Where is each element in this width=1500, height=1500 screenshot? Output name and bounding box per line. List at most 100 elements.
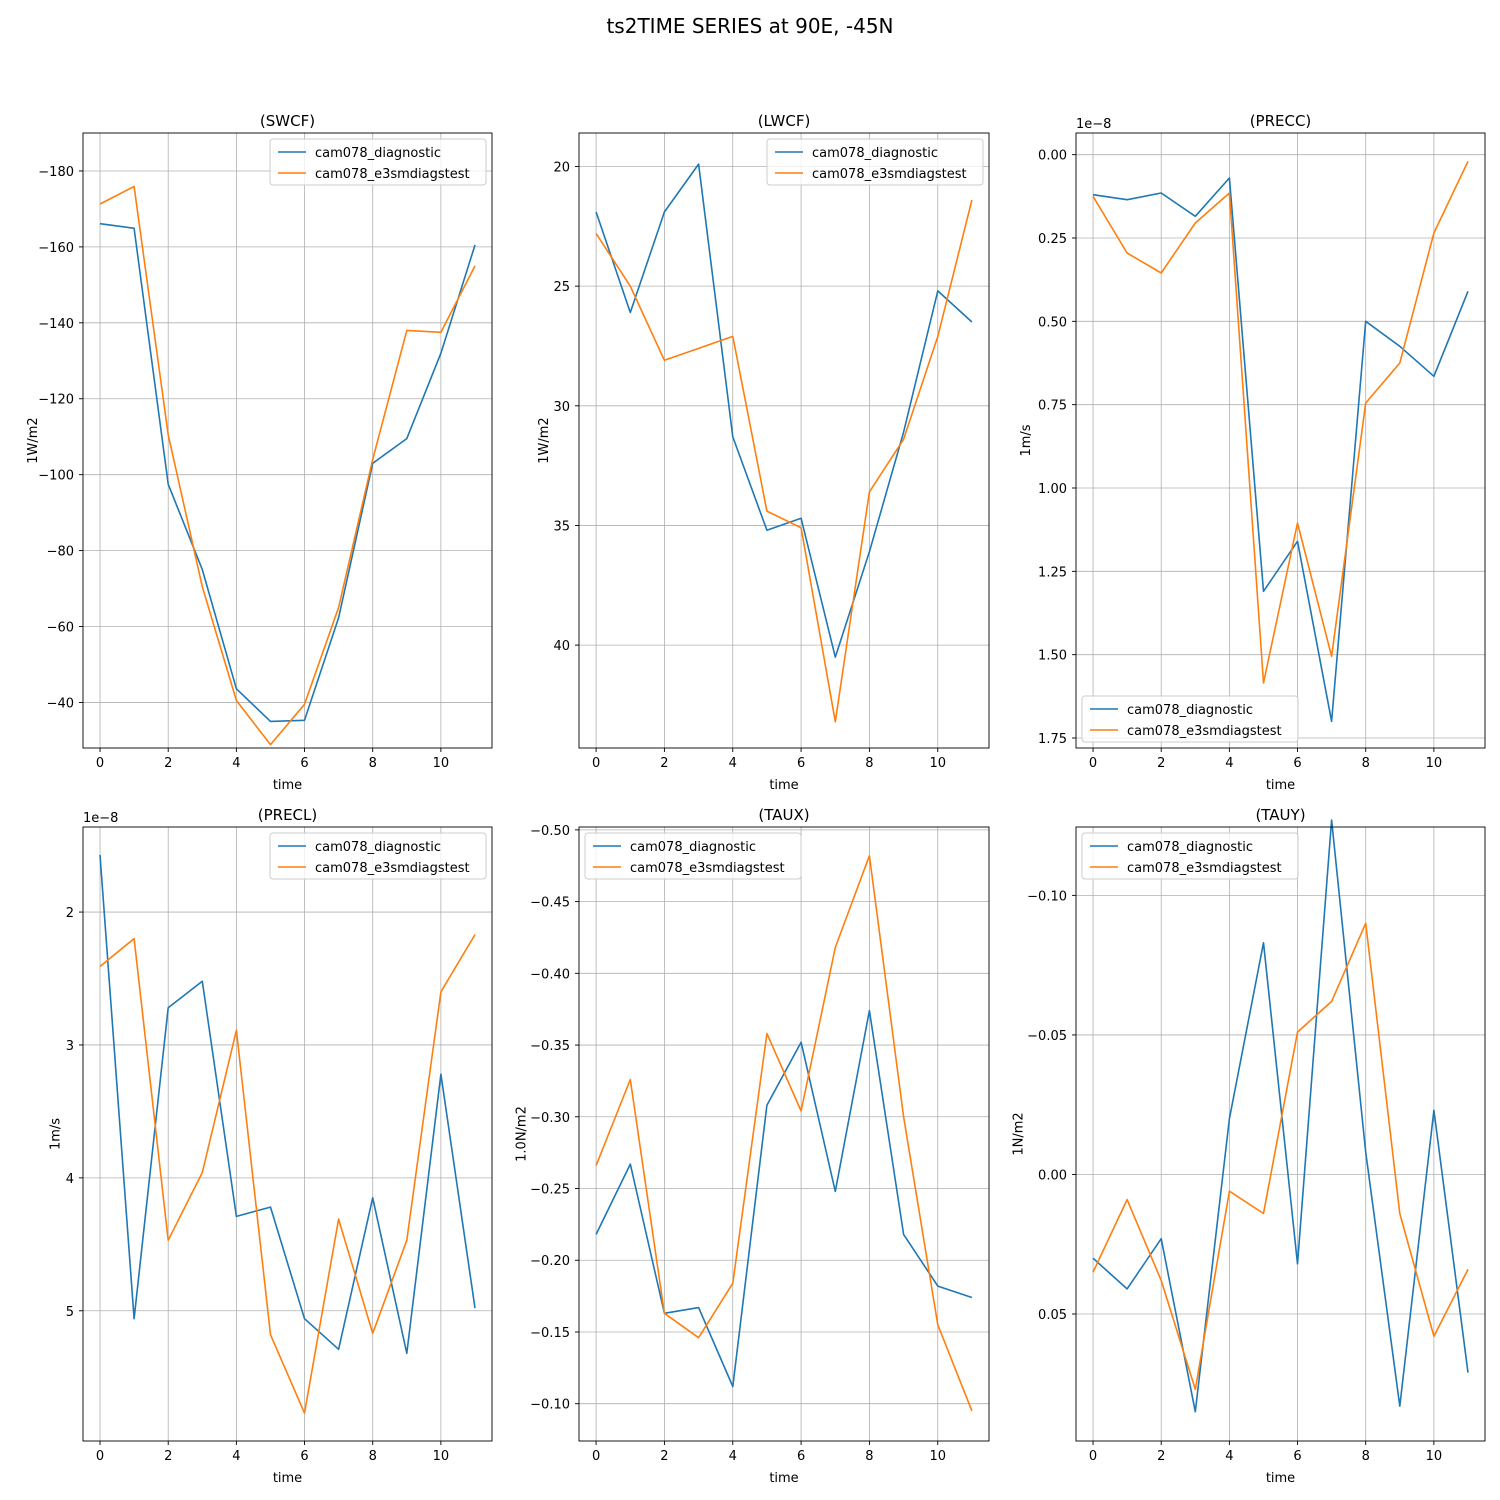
y-axis-label: 1m/s [49,1118,64,1150]
x-tick-label: 2 [164,756,172,771]
x-tick-label: 8 [865,756,873,771]
legend-box [1081,832,1299,880]
x-tick-label: 0 [592,1449,600,1464]
subplot-title: (PRECC) [1250,112,1312,130]
legend-box [1081,695,1299,743]
series-line-diagnostic [595,163,973,658]
x-axis-label: time [1266,1471,1295,1486]
series-line-diagnostic [99,222,476,723]
x-tick-label: 6 [797,1449,805,1464]
y-tick-label: 0.00 [1038,1168,1067,1183]
x-tick-label: 6 [1293,1449,1301,1464]
x-axis-label: time [769,1471,798,1486]
x-tick-label: 0 [592,756,600,771]
y-tick-label: −0.10 [1027,889,1067,904]
x-tick-label: 10 [929,1449,946,1464]
legend-entry: cam078_e3smdiagstest [1127,724,1282,739]
y-tick-label: −40 [47,696,74,711]
legend-entry: cam078_diagnostic [630,840,756,855]
x-tick-label: 4 [1225,1449,1233,1464]
x-tick-label: 10 [433,756,450,771]
y-tick-label: −180 [38,165,74,180]
y-tick-label: 3 [66,1039,74,1054]
legend-entry: cam078_diagnostic [1127,703,1253,718]
series-line-diagnostic [1092,177,1469,723]
axes-frame [1075,132,1486,749]
x-tick-label: 10 [433,1449,450,1464]
y-tick-label: −0.45 [530,896,570,911]
y-tick-label: 20 [553,161,570,176]
legend: cam078_diagnostic cam078_e3smdiagstest [584,832,802,880]
series-line-e3smdiagstest [1092,922,1469,1391]
y-tick-label: −100 [38,469,74,484]
x-axis-label: time [1266,778,1295,793]
axes-frame [82,826,493,1442]
y-tick-label: −60 [47,621,74,636]
subplot-title: (SWCF) [260,112,315,130]
y-tick-label: 0.25 [1038,232,1067,247]
legend-entry: cam078_diagnostic [315,146,441,161]
y-offset-text: 1e−8 [83,811,118,826]
x-tick-label: 6 [300,1449,308,1464]
figure-title: ts2TIME SERIES at 90E, -45N [606,14,894,38]
y-tick-label: −140 [38,317,74,332]
y-tick-label: 1.75 [1038,732,1067,747]
x-tick-label: 2 [164,1449,172,1464]
y-tick-label: 35 [553,519,570,534]
x-tick-label: 2 [1157,756,1165,771]
y-tick-label: −0.25 [530,1183,570,1198]
x-axis-label: time [273,1471,302,1486]
x-tick-label: 4 [729,756,737,771]
y-tick-label: 25 [553,280,570,295]
y-tick-label: 30 [553,400,570,415]
y-tick-label: 0.05 [1038,1308,1067,1323]
legend: cam078_diagnostic cam078_e3smdiagstest [766,138,984,186]
series-line-diagnostic [595,1009,973,1388]
subplot-1: 0 2 4 6 8 10 −180 −160 −140 −120 −100 −80 −60 −40 (SWC… [26,112,493,793]
x-tick-label: 8 [1362,1449,1370,1464]
x-axis-label: time [273,778,302,793]
axes-frame [578,826,990,1442]
subplot-title: (TAUX) [758,806,809,824]
x-tick-label: 0 [96,1449,104,1464]
y-axis-label: 1.0N/m2 [515,1106,530,1162]
legend-box [584,832,802,880]
y-tick-label: −80 [47,545,74,560]
x-tick-label: 4 [232,1449,240,1464]
legend: cam078_diagnostic cam078_e3smdiagstest [269,138,487,186]
axes-frame [1075,826,1486,1442]
legend: cam078_diagnostic cam078_e3smdiagstest [1081,695,1299,743]
x-tick-label: 8 [1362,756,1370,771]
subplot-4: 0 2 4 6 8 10 2 3 4 5 (PRECL) time 1m/s 1e−8 cam078_dia… [49,806,493,1486]
y-tick-label: 0.00 [1038,149,1067,164]
x-tick-label: 6 [797,756,805,771]
y-tick-label: 0.75 [1038,399,1067,414]
legend-entry: cam078_diagnostic [315,840,441,855]
x-tick-label: 8 [369,756,377,771]
y-tick-label: −0.40 [530,967,570,982]
x-tick-label: 4 [232,756,240,771]
subplot-title: (LWCF) [758,112,811,130]
legend-box [766,138,984,186]
x-tick-label: 4 [729,1449,737,1464]
y-tick-label: 2 [66,906,74,921]
x-tick-label: 8 [865,1449,873,1464]
x-tick-label: 0 [1089,756,1097,771]
y-axis-label: 1N/m2 [1012,1112,1027,1155]
y-tick-label: −0.50 [530,824,570,839]
x-tick-label: 2 [660,1449,668,1464]
legend-entry: cam078_e3smdiagstest [315,861,470,876]
y-tick-label: 1.25 [1038,565,1067,580]
legend-box [269,832,487,880]
x-tick-label: 2 [1157,1449,1165,1464]
subplot-2: 0 2 4 6 8 10 20 25 30 35 40 (LWCF) time 1W/m2 cam078_d… [537,112,990,793]
subplot-5: 0 2 4 6 8 10 −0.50 −0.45 −0.40 −0.35 −0.30 −0.25 −0.… [515,806,990,1486]
y-tick-label: −0.10 [530,1398,570,1413]
y-tick-label: 5 [66,1305,74,1320]
y-tick-label: −0.30 [530,1111,570,1126]
y-tick-label: −0.20 [530,1254,570,1269]
x-tick-label: 10 [1426,1449,1443,1464]
y-tick-label: 1.50 [1038,649,1067,664]
y-tick-label: 1.00 [1038,482,1067,497]
